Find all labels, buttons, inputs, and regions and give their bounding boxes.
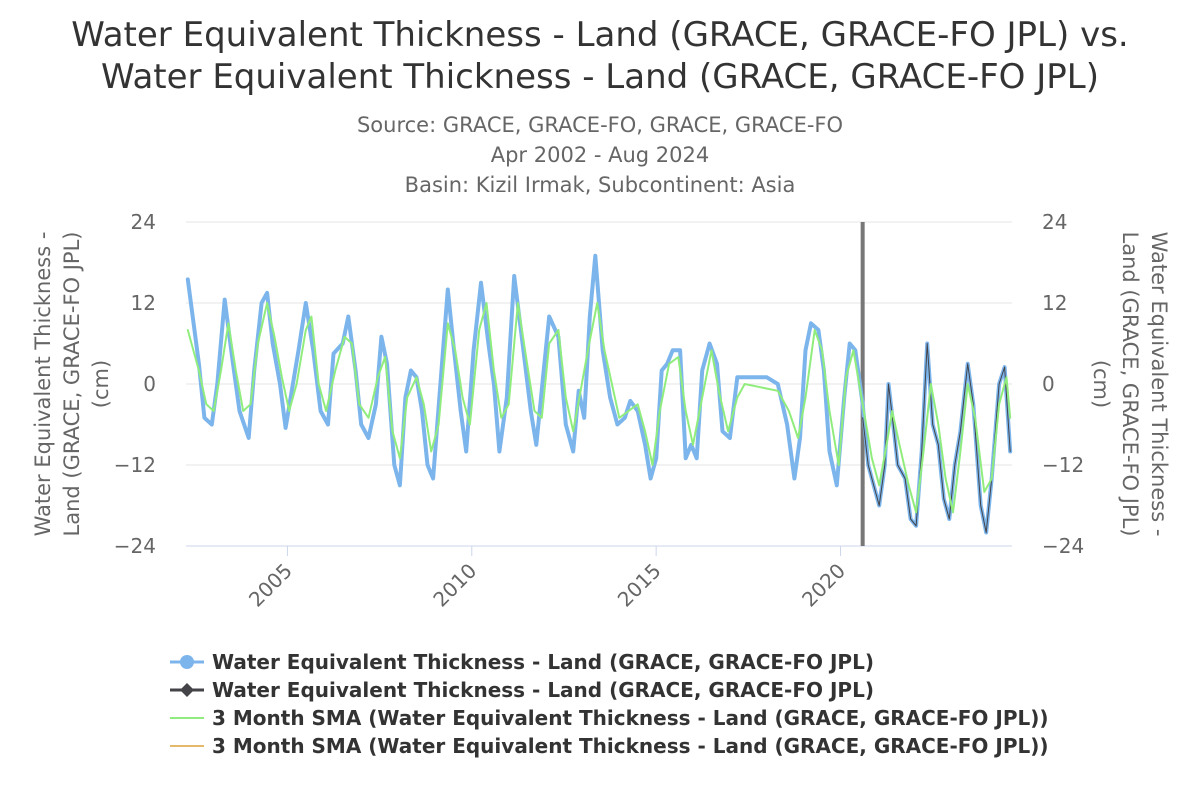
y-tick-label-left: 12 bbox=[131, 291, 156, 315]
y-axis-title-left-line: (cm) bbox=[89, 360, 113, 408]
legend-label: Water Equivalent Thickness - Land (GRACE… bbox=[212, 650, 874, 674]
y-tick-label-left: 0 bbox=[143, 372, 156, 396]
legend-diamond-icon bbox=[180, 683, 194, 697]
y-tick-label-left: 24 bbox=[131, 210, 156, 234]
chart-title: Water Equivalent Thickness - Land (GRACE… bbox=[0, 14, 1200, 98]
legend-label: 3 Month SMA (Water Equivalent Thickness … bbox=[212, 734, 1049, 758]
legend-symbol-icon bbox=[170, 683, 204, 697]
legend-item[interactable]: Water Equivalent Thickness - Land (GRACE… bbox=[170, 676, 1049, 704]
y-tick-label-right: −12 bbox=[1042, 453, 1084, 477]
chart-title-line-2: Water Equivalent Thickness - Land (GRACE… bbox=[101, 57, 1099, 97]
legend: Water Equivalent Thickness - Land (GRACE… bbox=[170, 648, 1049, 760]
subtitle-basin: Basin: Kizil Irmak, Subcontinent: Asia bbox=[404, 173, 796, 197]
y-axis-title-right-line: Land (GRACE, GRACE-FO JPL) bbox=[1118, 232, 1142, 537]
subtitle-source: Source: GRACE, GRACE-FO, GRACE, GRACE-FO bbox=[356, 113, 844, 137]
y-tick-label-right: 24 bbox=[1042, 210, 1067, 234]
legend-item[interactable]: 3 Month SMA (Water Equivalent Thickness … bbox=[170, 704, 1049, 732]
series-line-blue[interactable] bbox=[185, 253, 1013, 535]
legend-label: Water Equivalent Thickness - Land (GRACE… bbox=[212, 678, 874, 702]
legend-circle-icon bbox=[180, 655, 194, 669]
series-line-dark[interactable] bbox=[862, 343, 1011, 533]
y-axis-title-right-line: Water Equivalent Thickness - bbox=[1147, 232, 1171, 537]
y-tick-label-right: 0 bbox=[1042, 372, 1055, 396]
subtitle-period: Apr 2002 - Aug 2024 bbox=[490, 143, 710, 167]
series-layer[interactable] bbox=[185, 253, 1013, 535]
legend-symbol-icon bbox=[170, 745, 204, 747]
chart-title-line-1: Water Equivalent Thickness - Land (GRACE… bbox=[71, 15, 1129, 55]
chart-svg: −24 −24 −12 −12 0 0 12 12 24 24 2005 2010 2015 2020 Wa… bbox=[31, 210, 1171, 612]
x-tick-label: 2020 bbox=[797, 559, 850, 612]
x-tick-label: 2015 bbox=[613, 559, 666, 612]
y-axis-title-right: Water Equivalent Thickness -Land (GRACE,… bbox=[1089, 232, 1171, 537]
y-tick-label-right: −24 bbox=[1042, 534, 1084, 558]
y-axis-title-left: Water Equivalent Thickness - Land (GRACE,… bbox=[31, 232, 113, 537]
legend-item[interactable]: Water Equivalent Thickness - Land (GRACE… bbox=[170, 648, 1049, 676]
x-tick-label: 2005 bbox=[244, 559, 297, 612]
x-tick-label: 2010 bbox=[428, 559, 481, 612]
legend-symbol-icon bbox=[170, 655, 204, 669]
y-axis-title-left-line: Land (GRACE, GRACE-FO JPL) bbox=[60, 232, 84, 537]
y-tick-label-right: 12 bbox=[1042, 291, 1067, 315]
y-axis-title-right-line: (cm) bbox=[1089, 360, 1113, 408]
axes bbox=[186, 545, 1012, 556]
chart-subtitle: Source: GRACE, GRACE-FO, GRACE, GRACE-FO… bbox=[0, 110, 1200, 200]
legend-symbol-icon bbox=[170, 717, 204, 719]
legend-item[interactable]: 3 Month SMA (Water Equivalent Thickness … bbox=[170, 732, 1049, 760]
y-tick-label-left: −24 bbox=[114, 534, 156, 558]
y-tick-label-left: −12 bbox=[114, 453, 156, 477]
sma-line-green[interactable] bbox=[186, 302, 1012, 514]
legend-label: 3 Month SMA (Water Equivalent Thickness … bbox=[212, 706, 1049, 730]
y-axis-title-left-line: Water Equivalent Thickness - bbox=[31, 232, 55, 537]
